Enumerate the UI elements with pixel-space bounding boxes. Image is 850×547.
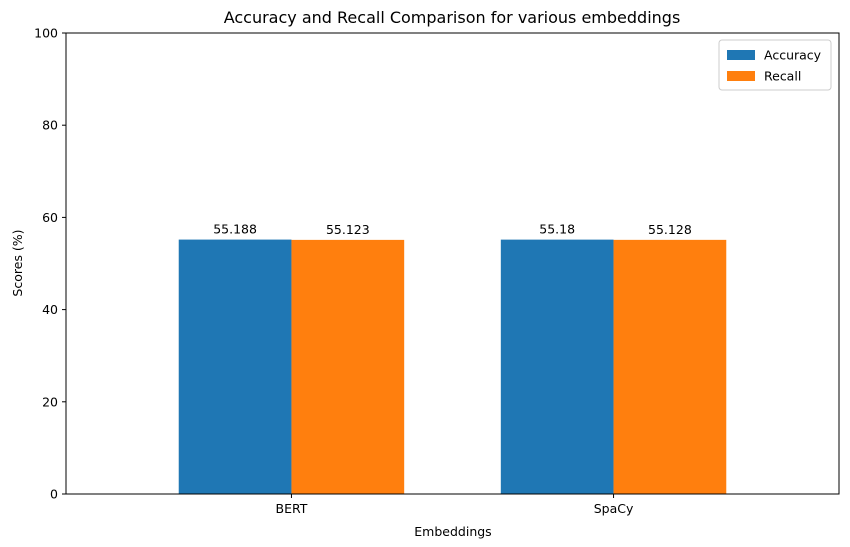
bar [613, 239, 727, 494]
y-tick-label: 40 [42, 302, 58, 317]
chart-title: Accuracy and Recall Comparison for vario… [224, 8, 681, 27]
bar-value-labels: 55.188 55.18 55.123 55.128 [213, 222, 692, 237]
legend-label: Recall [764, 69, 801, 84]
bar-value-label: 55.123 [326, 222, 370, 237]
y-tick-label: 80 [42, 118, 58, 133]
y-tick-label: 100 [34, 26, 58, 41]
y-tick-label: 0 [50, 487, 58, 502]
bar [500, 239, 614, 494]
legend-label: Accuracy [764, 48, 822, 63]
y-tick-label: 60 [42, 210, 58, 225]
x-axis-ticks: BERT SpaCy [276, 494, 634, 516]
bar [291, 239, 405, 494]
plot-frame-top [65, 32, 840, 495]
legend: Accuracy Recall [718, 39, 832, 91]
bars [65, 32, 840, 495]
y-axis-ticks: 0 20 40 60 80 100 [34, 26, 66, 502]
legend-swatch [727, 71, 755, 81]
bar-value-label: 55.188 [213, 222, 257, 237]
bar-value-label: 55.128 [648, 222, 692, 237]
x-tick-label: SpaCy [594, 501, 634, 516]
bar [178, 239, 292, 494]
y-axis-label: Scores (%) [10, 229, 25, 296]
x-axis-label: Embeddings [414, 524, 491, 539]
y-tick-label: 20 [42, 394, 58, 409]
bar-value-label: 55.18 [539, 222, 575, 237]
legend-swatch [727, 50, 755, 60]
x-tick-label: BERT [276, 501, 308, 516]
